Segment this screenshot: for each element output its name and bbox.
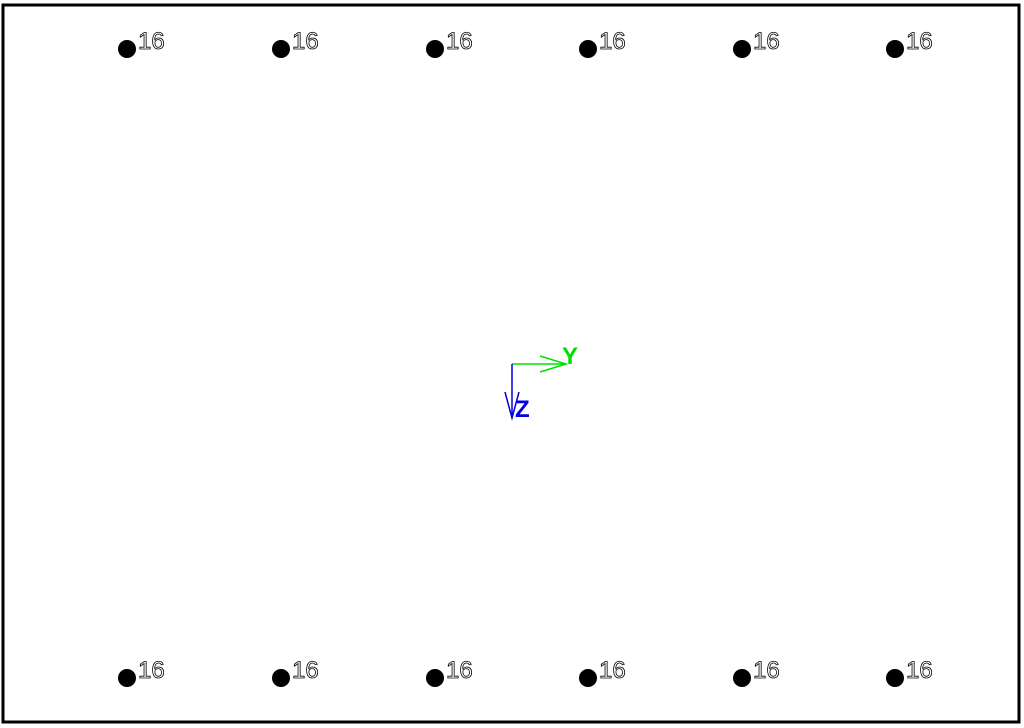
bottom-bar-1 [118,669,136,687]
y-axis-label: Y [562,343,578,370]
bottom-reinforcement-row: 16 16 16 16 16 16 [118,657,933,687]
local-axes-triad: Y Z [504,343,578,423]
top-bar-3 [426,40,444,58]
bottom-bar-2 [272,669,290,687]
top-bar-4 [579,40,597,58]
top-reinforcement-row: 16 16 16 16 16 16 [118,28,933,58]
top-bar-2 [272,40,290,58]
bottom-bar-5 [733,669,751,687]
z-axis-label: Z [515,396,530,423]
top-bar-label-1: 16 [138,28,165,55]
top-bar-label-3: 16 [446,28,473,55]
bottom-bar-3 [426,669,444,687]
bottom-bar-label-6: 16 [906,657,933,684]
bottom-bar-label-3: 16 [446,657,473,684]
bottom-bar-label-1: 16 [138,657,165,684]
top-bar-6 [886,40,904,58]
section-outline [1,3,1021,724]
top-bar-label-4: 16 [599,28,626,55]
y-axis-arrowhead [539,355,569,373]
top-bar-label-6: 16 [906,28,933,55]
top-bar-1 [118,40,136,58]
top-bar-5 [733,40,751,58]
top-bar-label-2: 16 [292,28,319,55]
bottom-bar-label-5: 16 [753,657,780,684]
bottom-bar-6 [886,669,904,687]
bottom-bar-label-4: 16 [599,657,626,684]
top-bar-label-5: 16 [753,28,780,55]
z-axis-arrowhead [504,391,520,421]
bottom-bar-4 [579,669,597,687]
bottom-bar-label-2: 16 [292,657,319,684]
